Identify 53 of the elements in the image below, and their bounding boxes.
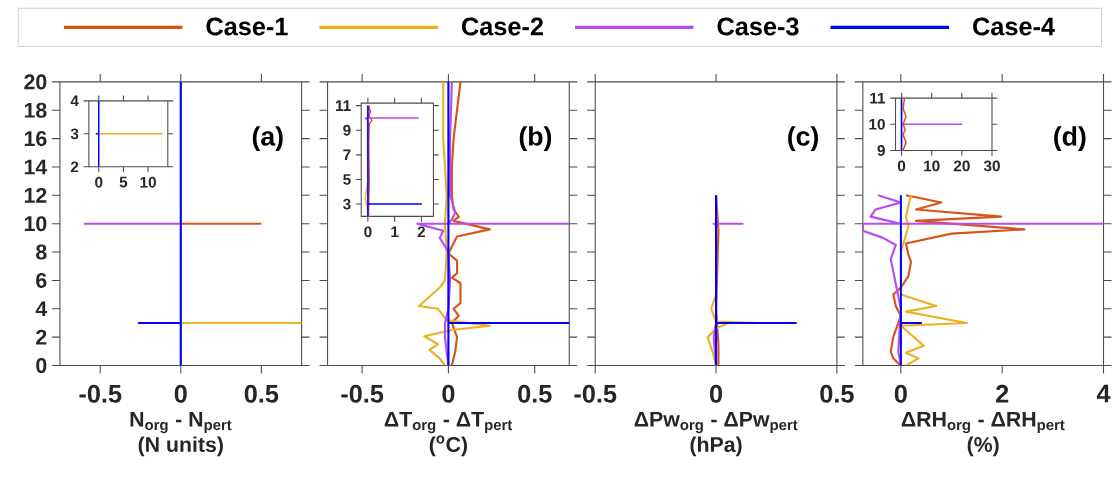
x-tick-label: 0 xyxy=(174,384,187,403)
y-tick-label: 2 xyxy=(36,329,47,345)
x-tick-label: 1 xyxy=(391,226,399,237)
y-tick-label: 16 xyxy=(24,130,47,146)
legend-label: Case-1 xyxy=(206,17,288,36)
x-tick-label: 10 xyxy=(140,176,156,188)
y-tick-label: 9 xyxy=(343,124,351,136)
y-tick-label: 20 xyxy=(24,74,47,90)
x-tick-label: 0 xyxy=(897,160,906,172)
x-tick-label: -0.5 xyxy=(79,384,122,403)
x-tick-label: -0.5 xyxy=(574,384,617,403)
y-tick-label: 14 xyxy=(24,159,48,175)
x-tick-label: 5 xyxy=(119,176,128,188)
x-axis-title: N$_{org}$ - N$_{pert}$ (N units) xyxy=(130,411,232,457)
x-tick-label: 0 xyxy=(710,384,723,403)
x-tick-label: 10 xyxy=(924,160,940,172)
legend-label: Case-2 xyxy=(462,17,543,36)
x-tick-label: 0 xyxy=(894,384,907,403)
x-tick-label: 4 xyxy=(1096,384,1111,403)
y-tick-label: 8 xyxy=(36,244,47,260)
y-tick-label: 4 xyxy=(70,95,79,106)
y-tick-label: 9 xyxy=(877,144,885,156)
x-tick-label: 30 xyxy=(983,160,1000,172)
y-tick-label: 3 xyxy=(343,198,351,210)
x-tick-label: 0 xyxy=(442,384,455,403)
x-tick-label: 0 xyxy=(364,226,372,238)
text: ΔPw$_{org}$ - ΔPw$_{pert}$ (hPa) xyxy=(634,411,798,457)
text: ΔT$_{org}$ - ΔT$_{pert}$ ($^{o}$C) xyxy=(384,411,513,457)
x-tick-label: 0 xyxy=(95,176,103,188)
annotation: (b) xyxy=(519,126,552,151)
x-tick-label: 20 xyxy=(953,160,970,172)
legend-label: Case-4 xyxy=(973,17,1055,36)
x-tick-label: 0.5 xyxy=(820,384,854,403)
y-tick-label: 6 xyxy=(36,272,47,288)
x-tick-label: 2 xyxy=(996,384,1009,403)
y-tick-label: 10 xyxy=(869,118,885,130)
annotation: (d) xyxy=(1054,126,1086,151)
y-tick-label: 4 xyxy=(35,301,48,316)
x-tick-label: -0.5 xyxy=(341,384,384,403)
x-tick-label: 2 xyxy=(417,226,426,237)
y-tick-label: 18 xyxy=(24,102,47,118)
x-tick-label: 0.5 xyxy=(244,384,279,403)
text: ΔRH$_{org}$ - ΔRH$_{pert}$ (%) xyxy=(901,411,1065,457)
y-tick-label: 11 xyxy=(870,92,886,104)
annotation: (a) xyxy=(252,126,283,151)
y-tick-label: 7 xyxy=(343,149,351,160)
legend-label: Case-3 xyxy=(717,17,799,36)
annotation: (c) xyxy=(788,126,818,151)
y-tick-label: 11 xyxy=(335,100,351,111)
y-tick-label: 12 xyxy=(24,187,47,203)
y-tick-label: 0 xyxy=(36,357,47,373)
y-tick-label: 3 xyxy=(70,128,79,140)
x-tick-label: 0.5 xyxy=(518,384,552,403)
